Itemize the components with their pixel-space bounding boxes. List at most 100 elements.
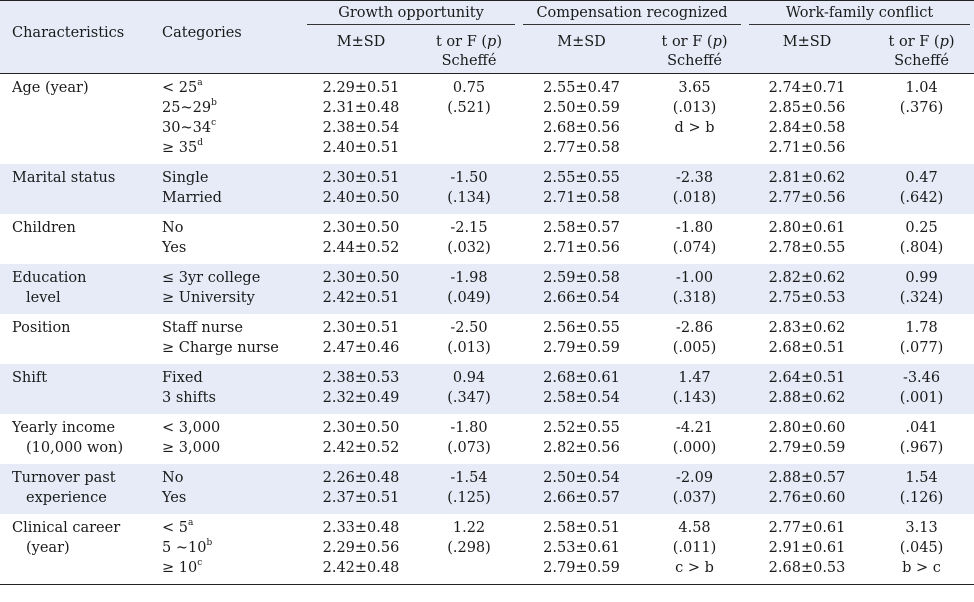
msd-cell: 2.59±0.58 2.66±0.54	[519, 264, 645, 314]
test-value: .041	[905, 420, 938, 436]
category-label: ≥ 35d	[162, 138, 203, 157]
category-label: 30~34c	[162, 118, 217, 137]
msd-cell: 2.56±0.55 2.79±0.59	[519, 314, 644, 364]
test-value: (.376)	[899, 100, 944, 116]
test-stat-cell: 1.47 (.143)	[644, 364, 746, 414]
test-stat-cell: -2.86 (.005)	[644, 314, 745, 364]
test-stat-cell: -1.80 (.074)	[644, 214, 745, 264]
test-value: (.134)	[447, 190, 491, 206]
test-stat-cell: 0.25 (.804)	[869, 214, 974, 264]
msd-value: 2.68±0.61	[543, 370, 620, 386]
test-stat-cell: 0.99 (.324)	[869, 264, 974, 314]
msd-value: 2.68±0.56	[543, 120, 620, 136]
table-row: Children No Yes 2.30±0.50 2.44±0.52 -2.15 (.03…	[0, 214, 974, 264]
test-value: -2.50	[450, 320, 488, 336]
characteristic-cell: Children	[0, 214, 150, 264]
test-stat-cell: 3.65 (.013) d > b	[644, 74, 745, 165]
characteristic-label: level	[26, 290, 61, 306]
test-value: 0.25	[905, 220, 938, 236]
msd-value: 2.56±0.55	[543, 320, 620, 336]
characteristic-cell: Age (year)	[0, 74, 150, 165]
msd-value: 2.82±0.56	[543, 440, 620, 456]
msd-value: 2.37±0.51	[322, 490, 400, 506]
table-body: Age (year) < 25a 25~29b 30~34c ≥ 35d 2.29±0.5…	[0, 74, 974, 585]
msd-cell: 2.58±0.51 2.53±0.61 2.79±0.59	[519, 514, 645, 585]
test-value: (.347)	[447, 390, 491, 406]
test-value: (.642)	[899, 190, 944, 206]
header-test-stat: t or F (p) Scheffé	[661, 34, 728, 69]
test-value: (.001)	[899, 390, 944, 406]
msd-value: 2.66±0.57	[543, 490, 620, 506]
msd-value: 2.26±0.48	[322, 470, 400, 486]
msd-value: 2.50±0.54	[543, 470, 620, 486]
test-value: 3.65	[678, 80, 711, 96]
test-stat-cell: -1.98 (.049)	[419, 264, 520, 314]
characteristic-label: (year)	[26, 540, 70, 556]
msd-cell: 2.80±0.60 2.79±0.59	[745, 414, 869, 464]
msd-value: 2.68±0.51	[768, 340, 846, 356]
msd-value: 2.44±0.52	[322, 240, 400, 256]
category-cell: ≤ 3yr college ≥ University	[150, 264, 303, 314]
header-msd: M±SD	[557, 34, 606, 50]
table-row: Yearly income (10,000 won) < 3,000 ≥ 3,000 2…	[0, 414, 974, 464]
msd-cell: 2.30±0.51 2.40±0.50	[303, 164, 419, 214]
test-stat-cell: 0.94 (.347)	[419, 364, 520, 414]
table-row: Turnover past experience No Yes 2.26±0.48 2.3…	[0, 464, 974, 514]
msd-cell: 2.88±0.57 2.76±0.60	[745, 464, 870, 514]
msd-value: 2.42±0.48	[322, 560, 400, 576]
msd-value: 2.80±0.61	[768, 220, 846, 236]
category-label: Married	[162, 190, 222, 206]
msd-value: 2.59±0.58	[543, 270, 620, 286]
msd-value: 2.68±0.53	[768, 560, 846, 576]
test-value: (.049)	[447, 290, 491, 306]
category-label: Staff nurse	[162, 320, 243, 336]
test-value: -1.50	[450, 170, 488, 186]
category-label: ≥ 10c	[162, 558, 203, 577]
msd-value: 2.30±0.50	[322, 220, 400, 236]
msd-value: 2.55±0.55	[543, 170, 620, 186]
test-stat-cell: -1.50 (.134)	[419, 164, 520, 214]
msd-cell: 2.30±0.50 2.42±0.52	[303, 414, 419, 464]
msd-value: 2.75±0.53	[768, 290, 846, 306]
test-value: (.005)	[672, 340, 717, 356]
msd-cell: 2.77±0.61 2.91±0.61 2.68±0.53	[745, 514, 870, 585]
msd-value: 2.76±0.60	[768, 490, 846, 506]
test-stat-cell: 0.47 (.642)	[869, 164, 974, 214]
test-value: (.298)	[447, 540, 491, 556]
msd-cell: 2.38±0.53 2.32±0.49	[303, 364, 419, 414]
category-label: 5 ~10b	[162, 538, 213, 557]
test-value: -1.80	[675, 220, 714, 236]
msd-cell: 2.29±0.51 2.31±0.48 2.38±0.54 2.40±0.51	[303, 74, 419, 165]
characteristic-cell: Position	[0, 314, 150, 364]
test-value: (.074)	[672, 240, 717, 256]
characteristic-label: (10,000 won)	[26, 440, 124, 456]
test-value: 3.13	[905, 520, 938, 536]
test-value: 0.47	[905, 170, 938, 186]
test-stat-cell: -2.09 (.037)	[644, 464, 746, 514]
test-value: (.521)	[447, 100, 491, 116]
msd-cell: 2.64±0.51 2.88±0.62	[745, 364, 870, 414]
header-characteristics: Characteristics	[12, 25, 125, 41]
msd-value: 2.32±0.49	[322, 390, 400, 406]
characteristic-label: Yearly income	[12, 420, 116, 436]
category-cell: Fixed 3 shifts	[150, 364, 303, 414]
msd-cell: 2.81±0.62 2.77±0.56	[745, 164, 870, 214]
msd-cell: 2.33±0.48 2.29±0.56 2.42±0.48	[303, 514, 419, 585]
test-value: -1.00	[675, 270, 714, 286]
characteristic-cell: Education level	[0, 264, 150, 314]
characteristic-label: Position	[12, 320, 71, 336]
test-value: (.073)	[447, 440, 491, 456]
msd-cell: 2.30±0.50 2.44±0.52	[303, 214, 419, 264]
category-label: Fixed	[162, 370, 203, 386]
table-row: Marital status Single Married 2.30±0.51 2.40…	[0, 164, 974, 214]
msd-cell: 2.82±0.62 2.75±0.53	[745, 264, 870, 314]
test-value: 1.22	[452, 520, 486, 536]
msd-cell: 2.55±0.55 2.71±0.58	[519, 164, 645, 214]
test-value: 0.75	[452, 80, 486, 96]
test-stat-cell: 1.04 (.376)	[869, 74, 974, 165]
test-value: (.045)	[899, 540, 944, 556]
test-stat-cell: -1.80 (.073)	[419, 414, 519, 464]
msd-value: 2.83±0.62	[768, 320, 846, 336]
test-value: 4.58	[678, 520, 711, 536]
msd-cell: 2.80±0.61 2.78±0.55	[745, 214, 869, 264]
